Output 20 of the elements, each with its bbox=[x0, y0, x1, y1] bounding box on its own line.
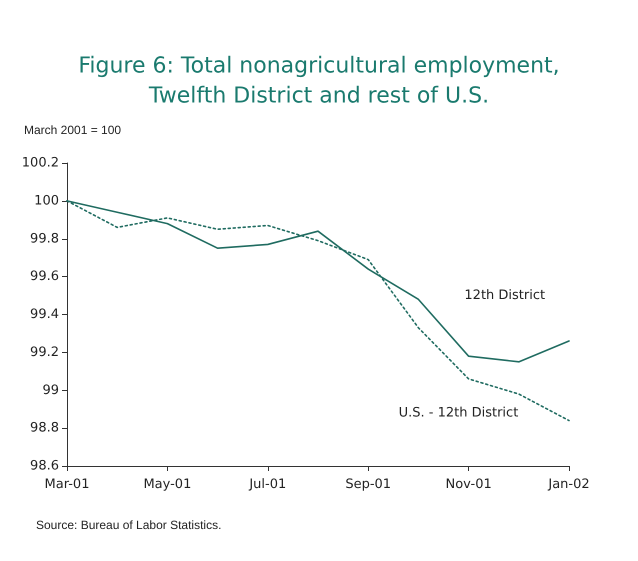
x-tick-label: Jan-02 bbox=[547, 477, 590, 492]
y-axis-title: March 2001 = 100 bbox=[24, 123, 122, 137]
x-tick-label: Nov-01 bbox=[445, 477, 492, 492]
x-tick-label: Jul-01 bbox=[248, 477, 286, 492]
text: 12th District bbox=[464, 288, 546, 303]
y-tick-label: 99.6 bbox=[30, 269, 59, 284]
y-tick-label: 99.8 bbox=[30, 231, 59, 246]
x-tick-label: May-01 bbox=[143, 477, 192, 492]
chart-title: Figure 6: Total nonagricultural employment, Twelfth District and rest of U.S. bbox=[78, 54, 560, 108]
y-tick-label: 99.2 bbox=[30, 344, 59, 360]
x-tick-label: Mar-01 bbox=[44, 477, 90, 492]
series-label: U.S. - 12th District bbox=[398, 405, 518, 420]
y-tick-label: 98.6 bbox=[30, 458, 59, 474]
x-tick-label: Sep-01 bbox=[345, 477, 392, 492]
y-tick-label: 99 bbox=[42, 382, 59, 398]
y-tick-label: 100.2 bbox=[22, 156, 59, 170]
y-tick-label: 98.8 bbox=[30, 420, 59, 436]
source-note: Source: Bureau of Labor Statistics. bbox=[36, 518, 222, 532]
y-tick-label: 100 bbox=[34, 193, 59, 208]
y-tick-label: 99.4 bbox=[30, 307, 59, 322]
